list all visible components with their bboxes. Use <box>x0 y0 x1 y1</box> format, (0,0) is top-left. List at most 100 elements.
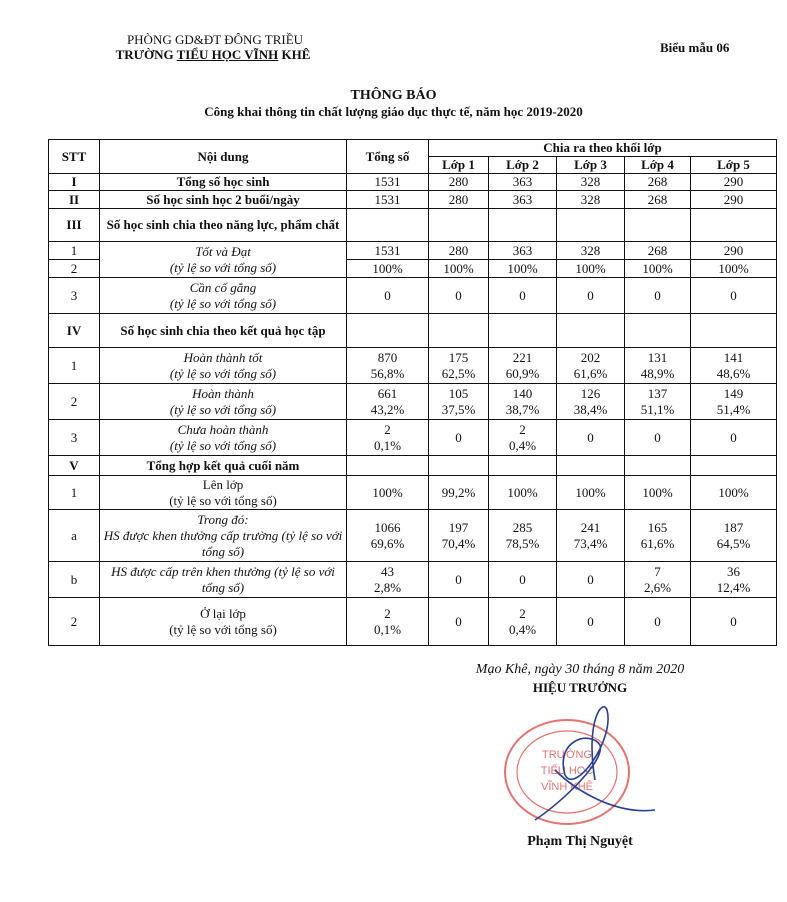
row-grade-3: 0 <box>556 561 625 598</box>
row-stt: 1 <box>48 475 100 510</box>
row-content: HS được cấp trên khen thưởng (tỷ lệ so v… <box>99 561 347 598</box>
row-grade-1: 100% <box>428 259 489 278</box>
row-stt: V <box>48 455 100 476</box>
stamp-icon: TRƯỜNG TIỂU HỌC VĨNH KHÊ <box>504 719 630 825</box>
row-grade-3: 0 <box>556 277 625 314</box>
row-grade-5: 0 <box>689 419 778 456</box>
row-grade-2 <box>488 208 557 242</box>
row-grade-4: 0 <box>624 419 691 456</box>
row-grade-2 <box>488 313 557 348</box>
row-stt: 3 <box>48 419 100 456</box>
row-grade-1: 280 <box>428 190 489 209</box>
row-grade-4: 268 <box>624 190 691 209</box>
row-content: Tổng số học sinh <box>99 173 347 191</box>
row-stt: 2 <box>48 383 100 420</box>
header-grades-row: Lớp 1 Lớp 2 Lớp 3 Lớp 4 Lớp 5 <box>49 156 778 174</box>
row-grade-1: 0 <box>428 561 489 598</box>
row-grade-3: 100% <box>556 259 625 278</box>
header-row: STT Nội dung Tổng số Chia ra theo khối l… <box>48 139 778 174</box>
row-content: Trong đó: HS được khen thưởng cấp trường… <box>99 509 347 562</box>
school-name: TRƯỜNG TIỂU HỌC VĨNH KHÊ <box>88 47 338 63</box>
row-grade-1: 280 <box>428 173 489 191</box>
stamp-line-3: VĨNH KHÊ <box>541 780 593 793</box>
row-grade-2: 0 <box>488 277 557 314</box>
row-grade-5: 290 <box>689 241 778 260</box>
row-stt: I <box>48 173 100 191</box>
row-grade-1: 280 <box>428 241 489 260</box>
row-content: Tổng hợp kết quả cuối năm <box>99 455 347 476</box>
row-grade-4: 100% <box>624 475 691 510</box>
document-subtitle: Công khai thông tin chất lượng giáo dục … <box>204 104 583 119</box>
row-total: 870 56,8% <box>346 347 429 384</box>
form-label: Biểu mẫu 06 <box>660 40 730 55</box>
signer-name: Phạm Thị Nguyệt <box>527 834 633 849</box>
row-grade-3: 0 <box>556 419 625 456</box>
header-grade-3: Lớp 3 <box>556 156 625 174</box>
stamp-line-1: TRƯỜNG <box>542 748 592 761</box>
row-grade-4: 137 51,1% <box>624 383 691 420</box>
row-grade-3 <box>556 208 625 242</box>
table-row: a Trong đó: HS được khen thưởng cấp trườn… <box>48 509 778 562</box>
header-total: Tổng số <box>346 139 429 174</box>
row-grade-4 <box>624 313 691 348</box>
row-grade-1: 99,2% <box>428 475 489 510</box>
table-row: I Tổng số học sinh 1531 280 363 328 268 290 <box>48 173 778 191</box>
department-name: PHÒNG GD&ĐT ĐÔNG TRIỀU <box>126 32 304 47</box>
row-grade-2: 2 0,4% <box>488 597 557 646</box>
school-underlined: TIỂU HỌC VĨNH <box>176 47 279 62</box>
row-grade-4: 165 61,6% <box>624 509 691 562</box>
table-row: 3 Cần cố gắng (tỷ lệ so với tổng số) 0 0 0 0 0… <box>48 277 778 314</box>
header-stt: STT <box>48 139 100 174</box>
row-total <box>346 208 429 242</box>
row-total: 2 0,1% <box>346 597 429 646</box>
row-grade-4: 100% <box>624 259 691 278</box>
table-row: IV Số học sinh chia theo kết quả học tập <box>48 313 778 348</box>
row-grade-4: 7 2,6% <box>624 561 691 598</box>
row-content: Số học sinh chia theo kết quả học tập <box>99 313 347 348</box>
signature-icon <box>534 706 656 821</box>
row-grade-4: 268 <box>624 173 691 191</box>
row-stt: III <box>48 208 100 242</box>
row-grade-2: 285 78,5% <box>488 509 557 562</box>
row-content: Hoàn thành tốt (tỷ lệ so với tổng số) <box>99 347 347 384</box>
table-row: III Số học sinh chia theo năng lực, phẩm … <box>48 208 778 242</box>
row-grade-3: 328 <box>556 173 625 191</box>
document-title: THÔNG BÁO <box>350 88 437 103</box>
row-grade-5 <box>689 313 778 348</box>
row-grade-5 <box>689 455 778 476</box>
row-content: Số học sinh chia theo năng lực, phẩm chấ… <box>99 208 347 242</box>
row-content: Hoàn thành (tỷ lệ so với tổng số) <box>99 383 347 420</box>
row-grade-1 <box>428 455 489 476</box>
row-grade-2: 0 <box>488 561 557 598</box>
row-grade-5: 0 <box>689 277 778 314</box>
row-grade-5: 141 48,6% <box>689 347 778 384</box>
results-table: STT Nội dung Tổng số Chia ra theo khối l… <box>48 139 778 646</box>
table-row: V Tổng hợp kết quả cuối năm <box>48 455 778 476</box>
row-grade-5: 187 64,5% <box>689 509 778 562</box>
row-grade-4: 131 48,9% <box>624 347 691 384</box>
table-row: 1 Lên lớp (tỷ lệ so với tổng số) 100% 99,2%… <box>48 475 778 510</box>
row-grade-2: 363 <box>488 241 557 260</box>
row-total: 1531 <box>346 241 429 260</box>
row-grade-5 <box>689 208 778 242</box>
row-grade-1 <box>428 313 489 348</box>
row-grade-5: 100% <box>689 259 778 278</box>
row-grade-5: 0 <box>689 597 778 646</box>
row-grade-2: 221 60,9% <box>488 347 557 384</box>
row-content: Lên lớp (tỷ lệ so với tổng số) <box>99 475 347 510</box>
row-grade-3: 202 61,6% <box>556 347 625 384</box>
row-stt: 1 <box>48 347 100 384</box>
header-grade-1: Lớp 1 <box>428 156 489 174</box>
row-grade-3: 0 <box>556 597 625 646</box>
row-grade-2: 363 <box>488 190 557 209</box>
header-content: Nội dung <box>99 139 347 174</box>
row-grade-5: 36 12,4% <box>689 561 778 598</box>
row-grade-3: 100% <box>556 475 625 510</box>
row-total: 43 2,8% <box>346 561 429 598</box>
row-grade-4 <box>624 455 691 476</box>
header-grade-2: Lớp 2 <box>488 156 557 174</box>
row-grade-3 <box>556 455 625 476</box>
row-grade-2 <box>488 455 557 476</box>
row-grade-2: 140 38,7% <box>488 383 557 420</box>
